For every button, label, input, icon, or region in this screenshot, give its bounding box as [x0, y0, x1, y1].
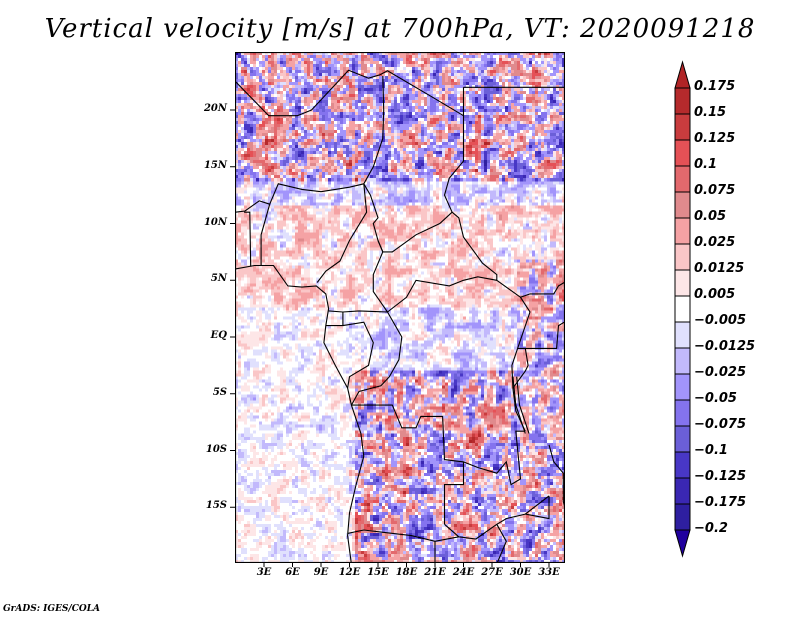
border-line	[387, 211, 498, 313]
y-tick-label: 15S	[205, 500, 227, 512]
colorbar-label: −0.0125	[694, 339, 756, 354]
border-line	[316, 183, 368, 283]
colorbar-label: −0.175	[694, 495, 747, 510]
y-tick-label: 5S	[212, 386, 227, 398]
x-tick-label: 6E	[285, 567, 300, 578]
border-line	[342, 321, 374, 389]
colorbar-label: −0.025	[694, 365, 747, 380]
chart-title: Vertical velocity [m/s] at 700hPa, VT: 2…	[44, 14, 756, 44]
x-tick-label: 24E	[452, 567, 475, 578]
border-line	[244, 211, 252, 267]
colorbar-swatch	[674, 451, 691, 479]
y-tick-label: EQ	[210, 330, 227, 341]
border-line	[328, 310, 388, 313]
colorbar-label: −0.1	[694, 443, 728, 458]
border-line	[235, 200, 270, 213]
border-line	[363, 75, 385, 185]
x-tick-label: 21E	[424, 567, 446, 578]
grads-credit: GrADS: IGES/COLA	[3, 604, 101, 614]
colorbar-swatch	[674, 399, 691, 427]
colorbar-label: −0.05	[694, 391, 737, 406]
y-tick-label: 10S	[205, 443, 227, 455]
border-line	[511, 297, 531, 432]
border-line	[512, 376, 526, 434]
border-line	[517, 321, 565, 349]
colorbar-label: 0.125	[694, 131, 736, 146]
colorbar-swatch	[674, 321, 691, 349]
colorbar-label: 0.05	[694, 209, 727, 224]
colorbar-swatch	[674, 425, 691, 453]
border-line	[325, 312, 344, 327]
colorbar-swatch	[674, 373, 691, 401]
colorbar-swatch	[674, 113, 691, 141]
colorbar-swatch	[674, 295, 691, 323]
x-tick-label: 33E	[538, 567, 560, 578]
x-tick-label: 12E	[338, 567, 361, 578]
map-panel	[235, 52, 565, 563]
x-tick-label: 18E	[395, 567, 418, 578]
map-overlay	[235, 52, 565, 563]
border-line	[260, 204, 271, 266]
map-frame	[235, 52, 565, 563]
y-tick-label: 20N	[203, 103, 227, 114]
x-tick-label: 15E	[367, 567, 389, 578]
colorbar-swatch	[674, 217, 691, 245]
colorbar-label: 0.15	[694, 105, 727, 120]
border-line	[351, 404, 465, 525]
border-line	[363, 115, 465, 253]
border-line	[525, 495, 550, 520]
colorbar-swatch	[674, 191, 691, 219]
colorbar-label: −0.2	[694, 521, 728, 536]
colorbar-label: −0.075	[694, 417, 747, 432]
x-tick-label: 3E	[256, 567, 272, 578]
border-line	[496, 279, 565, 298]
border-line	[372, 240, 388, 313]
colorbar-min-arrow	[674, 529, 691, 558]
colorbar-label: −0.005	[694, 313, 747, 328]
colorbar	[674, 60, 691, 558]
colorbar-swatch	[674, 347, 691, 375]
x-tick-label: 30E	[509, 567, 532, 578]
y-tick-label: 10N	[203, 216, 227, 228]
border-line	[235, 69, 381, 117]
colorbar-label: 0.1	[694, 157, 718, 172]
border-line	[347, 529, 459, 542]
colorbar-swatch	[674, 503, 691, 531]
colorbar-label: 0.025	[694, 235, 736, 250]
y-tick-label: 5N	[210, 273, 227, 285]
colorbar-label: 0.175	[694, 79, 736, 94]
colorbar-swatch	[674, 139, 691, 167]
border-line	[379, 70, 465, 117]
border-line	[269, 183, 364, 205]
colorbar-swatch	[674, 87, 691, 115]
colorbar-swatch	[674, 269, 691, 297]
colorbar-swatch	[674, 165, 691, 193]
border-line	[350, 311, 403, 406]
colorbar-label: 0.0125	[694, 261, 745, 276]
border-line	[463, 430, 526, 486]
border-line	[512, 348, 529, 389]
border-line	[444, 495, 550, 540]
border-line	[516, 376, 530, 434]
x-tick-label: 27E	[481, 567, 503, 578]
colorbar-label: −0.125	[694, 469, 747, 484]
country-borders	[235, 69, 565, 563]
x-tick-label: 9E	[313, 567, 329, 578]
colorbar-label: 0.005	[694, 287, 736, 302]
y-tick-label: 15N	[203, 159, 227, 171]
border-line	[548, 444, 565, 510]
colorbar-max-arrow	[674, 60, 691, 89]
border-line	[235, 264, 365, 563]
border-line	[496, 524, 507, 563]
colorbar-label: 0.075	[694, 183, 736, 198]
colorbar-swatch	[674, 243, 691, 271]
colorbar-swatch	[674, 477, 691, 505]
